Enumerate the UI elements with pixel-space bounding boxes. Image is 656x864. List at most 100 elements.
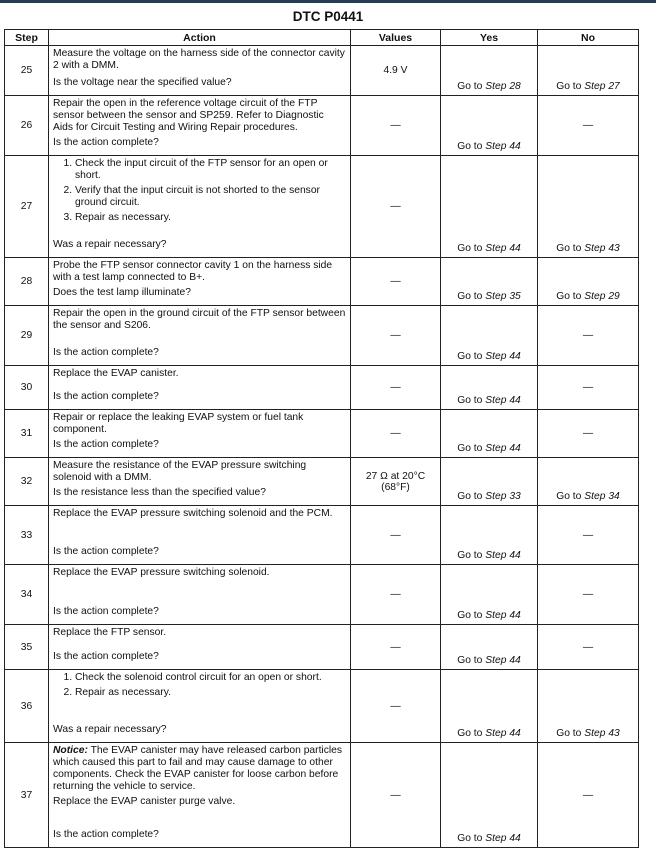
yes-cell: Go to Step 44 bbox=[440, 155, 538, 258]
action-cell: Repair the open in the ground circuit of… bbox=[48, 305, 351, 366]
action-cell: Check the solenoid control circuit for a… bbox=[48, 669, 351, 743]
dash: — bbox=[582, 382, 594, 393]
table-row: 35 Replace the FTP sensor. Is the action … bbox=[4, 624, 639, 670]
value-cell: — bbox=[350, 409, 441, 458]
action-text: Replace the FTP sensor. bbox=[53, 627, 167, 638]
action-text: Replace the EVAP pressure switching sole… bbox=[53, 508, 333, 519]
yes-cell: Go to Step 33 bbox=[440, 457, 538, 506]
action-list-item: Repair as necessary. bbox=[75, 687, 346, 699]
action-text: Replace the EVAP canister purge valve. bbox=[53, 796, 236, 807]
step-number: 33 bbox=[4, 505, 49, 565]
step-ref: 44 bbox=[509, 141, 521, 152]
no-cell: — bbox=[537, 742, 639, 848]
no-cell: Go to Step 43 bbox=[537, 155, 639, 258]
table-row: 37 Notice: The EVAP canister may have re… bbox=[4, 742, 639, 848]
action-cell: Replace the EVAP pressure switching sole… bbox=[48, 564, 351, 625]
action-text: Repair the open in the ground circuit of… bbox=[53, 308, 346, 331]
table-row: 25 Measure the voltage on the harness si… bbox=[4, 45, 639, 96]
yes-cell: Go to Step 44 bbox=[440, 624, 538, 670]
action-text: Repair or replace the leaking EVAP syste… bbox=[53, 412, 304, 435]
action-cell: Repair the open in the reference voltage… bbox=[48, 95, 351, 156]
action-text: Probe the FTP sensor connector cavity 1 … bbox=[53, 260, 333, 283]
yes-cell: Go to Step 44 bbox=[440, 669, 538, 743]
dash: — bbox=[582, 529, 594, 541]
no-cell: Go to Step 43 bbox=[537, 669, 639, 743]
no-cell: — bbox=[537, 95, 639, 156]
action-cell: Replace the EVAP canister. Is the action … bbox=[48, 365, 351, 410]
top-border bbox=[0, 0, 656, 3]
yes-cell: Go to Step 44 bbox=[440, 95, 538, 156]
dash: — bbox=[582, 589, 594, 600]
action-text: Replace the EVAP pressure switching sole… bbox=[53, 567, 270, 578]
step-number: 26 bbox=[4, 95, 49, 156]
value-cell: — bbox=[350, 564, 441, 625]
action-cell: Repair or replace the leaking EVAP syste… bbox=[48, 409, 351, 458]
table-row: 31 Repair or replace the leaking EVAP sy… bbox=[4, 409, 639, 458]
no-cell: — bbox=[537, 409, 639, 458]
action-text: Measure the voltage on the harness side … bbox=[53, 48, 345, 71]
no-cell: — bbox=[537, 305, 639, 366]
step-ref: 28 bbox=[509, 81, 521, 92]
step-ref: 35 bbox=[509, 291, 521, 302]
table-row: 28 Probe the FTP sensor connector cavity… bbox=[4, 257, 639, 306]
header-yes: Yes bbox=[440, 29, 538, 46]
table-row: 30 Replace the EVAP canister. Is the acti… bbox=[4, 365, 639, 410]
notice-label: Notice: bbox=[53, 745, 88, 756]
step-number: 31 bbox=[4, 409, 49, 458]
dash: — bbox=[582, 641, 594, 653]
action-cell: Replace the FTP sensor. Is the action com… bbox=[48, 624, 351, 670]
action-list-item: Check the solenoid control circuit for a… bbox=[75, 672, 346, 684]
step-number: 28 bbox=[4, 257, 49, 306]
action-list-item: Repair as necessary. bbox=[75, 212, 346, 224]
page-title: DTC P0441 bbox=[292, 9, 364, 24]
dash: — bbox=[582, 789, 594, 801]
step-number: 27 bbox=[4, 155, 49, 258]
step-number: 30 bbox=[4, 365, 49, 410]
no-cell: Go to Step 34 bbox=[537, 457, 639, 506]
action-question: Was a repair necessary? bbox=[53, 239, 167, 250]
action-text: Measure the resistance of the EVAP press… bbox=[53, 460, 307, 483]
step-ref: 44 bbox=[509, 833, 521, 844]
dash: — bbox=[582, 120, 594, 131]
value-cell: — bbox=[350, 505, 441, 565]
step-ref: 44 bbox=[509, 443, 521, 454]
step-number: 25 bbox=[4, 45, 49, 96]
step-ref: 43 bbox=[608, 243, 620, 254]
action-question: Is the action complete? bbox=[53, 651, 159, 662]
table-row: 29 Repair the open in the ground circuit… bbox=[4, 305, 639, 366]
action-cell: Notice: The EVAP canister may have relea… bbox=[48, 742, 351, 848]
no-cell: — bbox=[537, 624, 639, 670]
yes-cell: Go to Step 35 bbox=[440, 257, 538, 306]
value-cell: — bbox=[350, 257, 441, 306]
table-row: 32 Measure the resistance of the EVAP pr… bbox=[4, 457, 639, 506]
step-ref: 43 bbox=[608, 728, 620, 739]
step-ref: 44 bbox=[509, 728, 521, 739]
action-question: Is the resistance less than the specifie… bbox=[53, 487, 266, 498]
step-ref: 44 bbox=[509, 610, 521, 621]
step-number: 35 bbox=[4, 624, 49, 670]
step-ref: 44 bbox=[509, 655, 521, 666]
step-number: 36 bbox=[4, 669, 49, 743]
table-row: 33 Replace the EVAP pressure switching s… bbox=[4, 505, 639, 565]
action-text: Repair the open in the reference voltage… bbox=[53, 98, 324, 133]
yes-cell: Go to Step 44 bbox=[440, 742, 538, 848]
step-ref: 44 bbox=[509, 351, 521, 362]
action-cell: Replace the EVAP pressure switching sole… bbox=[48, 505, 351, 565]
step-ref: 44 bbox=[509, 550, 521, 561]
action-question: Is the action complete? bbox=[53, 137, 159, 148]
yes-cell: Go to Step 44 bbox=[440, 409, 538, 458]
dash: — bbox=[582, 330, 594, 341]
step-number: 34 bbox=[4, 564, 49, 625]
no-cell: — bbox=[537, 564, 639, 625]
step-ref: 33 bbox=[509, 491, 521, 502]
table-row: 36 Check the solenoid control circuit fo… bbox=[4, 669, 639, 743]
no-cell: — bbox=[537, 505, 639, 565]
header-values: Values bbox=[350, 29, 441, 46]
header-step: Step bbox=[4, 29, 49, 46]
action-cell: Measure the resistance of the EVAP press… bbox=[48, 457, 351, 506]
action-cell: Probe the FTP sensor connector cavity 1 … bbox=[48, 257, 351, 306]
action-question: Is the action complete? bbox=[53, 439, 159, 450]
action-list-item: Verify that the input circuit is not sho… bbox=[75, 185, 346, 209]
action-cell: Measure the voltage on the harness side … bbox=[48, 45, 351, 96]
value-cell: — bbox=[350, 95, 441, 156]
